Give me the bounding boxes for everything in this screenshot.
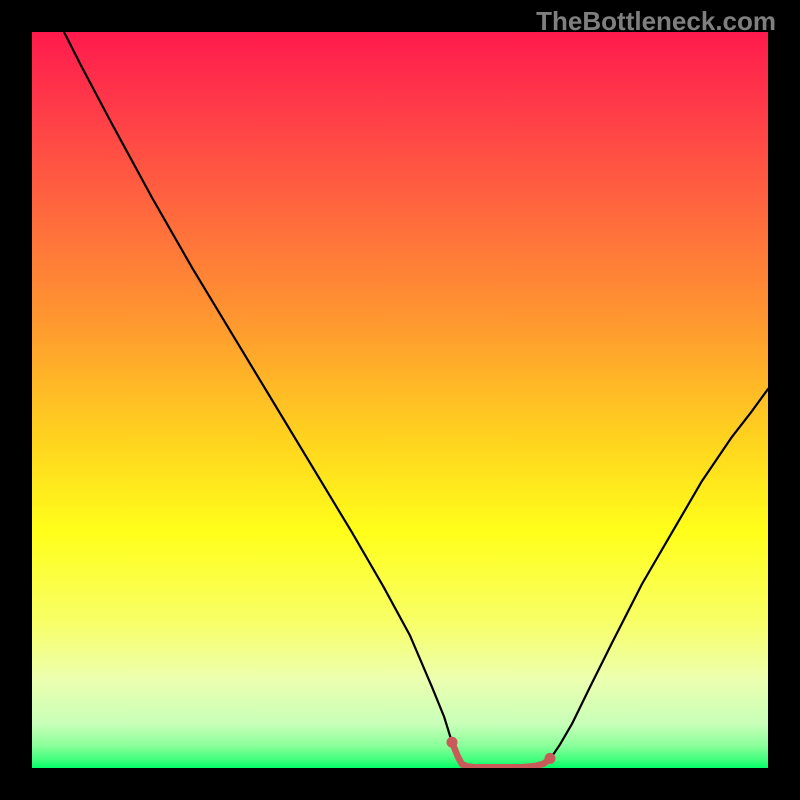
gradient-background [32,32,768,768]
highlight-end-dot [545,753,556,764]
chart-svg [32,32,768,768]
plot-area [32,32,768,768]
highlight-start-dot [447,737,458,748]
